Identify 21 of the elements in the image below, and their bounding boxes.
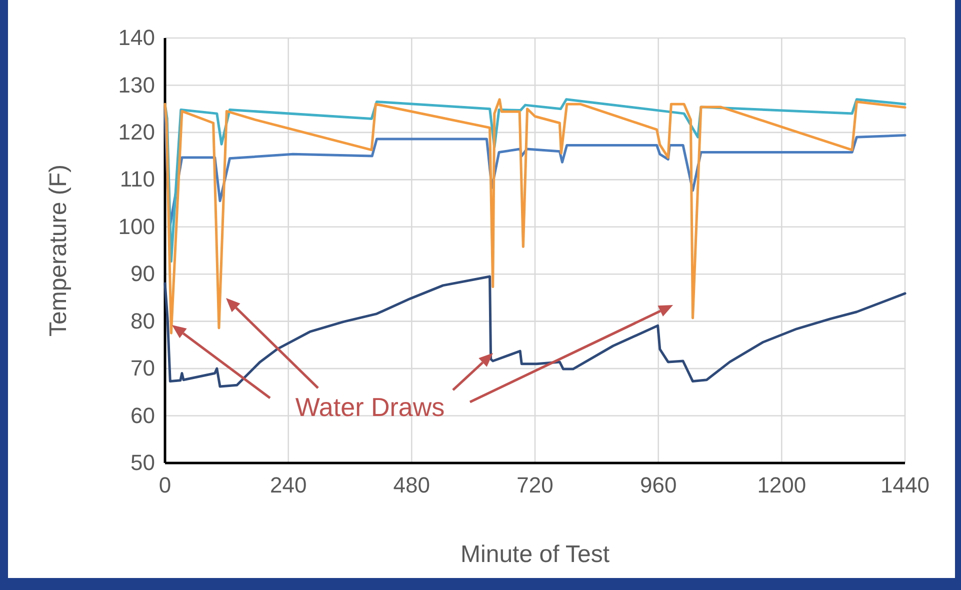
x-axis-title: Minute of Test bbox=[460, 541, 610, 568]
annotation: Water Draws bbox=[295, 392, 445, 422]
line-series bbox=[164, 275, 906, 388]
y-tick-label: 60 bbox=[130, 402, 155, 428]
x-tick-label: 1440 bbox=[880, 472, 930, 498]
x-tick-label: 0 bbox=[158, 472, 172, 498]
y-axis-title: Temperature (F) bbox=[45, 164, 72, 337]
y-tick-label: 120 bbox=[118, 119, 155, 144]
x-tick-label: 240 bbox=[270, 472, 307, 498]
y-tick-label: 110 bbox=[120, 166, 155, 192]
y-tick-label: 100 bbox=[118, 214, 155, 239]
y-tick-label: 90 bbox=[130, 261, 155, 286]
y-tick-label: 70 bbox=[130, 356, 155, 381]
y-tick-label: 80 bbox=[130, 308, 155, 334]
x-tick-label: 960 bbox=[640, 472, 677, 498]
x-tick-label: 720 bbox=[516, 472, 554, 498]
x-tick-label: 480 bbox=[393, 472, 430, 498]
y-tick-label: 140 bbox=[118, 25, 155, 50]
y-tick-label: 50 bbox=[130, 450, 155, 476]
x-tick-label: 1200 bbox=[757, 472, 806, 498]
y-tick-label: 130 bbox=[118, 72, 155, 98]
